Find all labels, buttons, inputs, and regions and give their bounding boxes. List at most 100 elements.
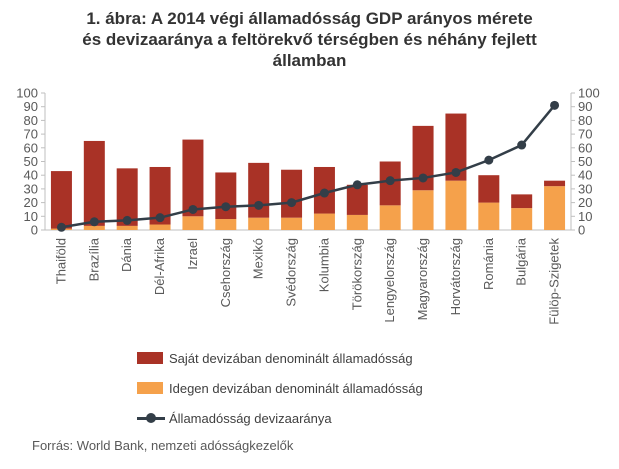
ratio-point <box>56 222 66 232</box>
ratio-point <box>352 180 362 190</box>
y-tick-label-left: 30 <box>24 181 38 196</box>
ratio-line <box>56 100 560 232</box>
bar-foreign <box>379 205 401 230</box>
y-tick-label-left: 60 <box>24 140 38 155</box>
y-tick-label-right: 10 <box>578 209 592 224</box>
legend-swatch-foreign <box>137 382 163 394</box>
chart-title-line-2: és devizaaránya a feltörekvő térségben é… <box>82 30 537 49</box>
ratio-point <box>484 155 494 165</box>
bar-domestic <box>346 184 368 215</box>
x-tick-label: Csehország <box>218 238 233 307</box>
y-tick-label-left: 80 <box>24 113 38 128</box>
ratio-point <box>451 167 461 177</box>
bar-domestic <box>281 169 303 218</box>
x-tick-label: Törökország <box>349 238 364 310</box>
x-tick-label: Bulgária <box>514 237 529 285</box>
bar-domestic <box>182 139 204 217</box>
ratio-point <box>155 213 165 223</box>
bar-foreign <box>83 225 105 230</box>
legend-item-ratio: Államadósság devizaaránya <box>137 403 423 433</box>
ratio-point <box>254 200 264 210</box>
ratio-point <box>122 215 132 225</box>
ratio-point <box>517 140 527 150</box>
bar-domestic <box>544 180 566 187</box>
y-tick-label-right: 100 <box>578 86 600 101</box>
bar-domestic <box>478 175 500 203</box>
y-tick-label-right: 40 <box>578 168 592 183</box>
legend-swatch-ratio <box>137 411 165 425</box>
ratio-point <box>287 198 297 208</box>
bar-foreign <box>149 224 171 230</box>
y-tick-label-right: 0 <box>578 223 585 238</box>
bar-foreign <box>215 219 237 230</box>
legend-item-foreign: Idegen devizában denominált államadósság <box>137 373 423 403</box>
y-tick-label-right: 60 <box>578 140 592 155</box>
bar-foreign <box>313 213 335 230</box>
x-tick-label: Románia <box>481 237 496 290</box>
y-tick-label-left: 50 <box>24 154 38 169</box>
y-tick-label-left: 20 <box>24 195 38 210</box>
x-tick-label: Svédország <box>284 238 299 307</box>
legend-label-domestic: Saját devizában denominált államadósság <box>169 350 413 366</box>
bar-foreign <box>182 216 204 230</box>
x-tick-label: Horvátország <box>448 238 463 315</box>
y-tick-label-right: 70 <box>578 127 592 142</box>
category-labels: Thaiföld Brazília Dánia Dél-Afrika Izrael Cse… <box>53 237 561 324</box>
bar-domestic <box>445 113 467 181</box>
bar-foreign <box>248 217 270 230</box>
y-tick-label-left: 100 <box>16 86 38 101</box>
chart-title-line-1: 1. ábra: A 2014 végi államadósság GDP ar… <box>86 9 533 28</box>
bar-domestic <box>50 171 72 229</box>
chart-title: 1. ábra: A 2014 végi államadósság GDP ar… <box>0 8 619 71</box>
bar-foreign <box>511 208 533 230</box>
legend-item-domestic: Saját devizában denominált államadósság <box>137 343 423 373</box>
y-tick-label-right: 80 <box>578 113 592 128</box>
ratio-point <box>221 202 231 212</box>
x-tick-label: Kolumbia <box>316 237 331 292</box>
y-tick-label-left: 40 <box>24 168 38 183</box>
x-tick-label: Brazília <box>86 237 101 281</box>
bar-domestic <box>83 140 105 226</box>
chart-title-line-3: államban <box>272 51 347 70</box>
x-tick-label: Lengyelország <box>382 238 397 323</box>
ratio-point <box>385 176 395 186</box>
ratio-point <box>319 188 329 198</box>
y-tick-label-right: 30 <box>578 181 592 196</box>
y-tick-label-left: 90 <box>24 99 38 114</box>
ratio-point <box>418 173 428 183</box>
bar-domestic <box>215 172 237 220</box>
bar-domestic <box>116 168 138 226</box>
x-tick-label: Dél-Afrika <box>152 237 167 295</box>
bar-domestic <box>412 125 434 191</box>
y-tick-label-left: 10 <box>24 209 38 224</box>
y-tick-label-left: 0 <box>31 223 38 238</box>
y-tick-label-right: 90 <box>578 99 592 114</box>
bar-foreign <box>412 190 434 230</box>
legend-label-foreign: Idegen devizában denominált államadósság <box>169 380 423 396</box>
y-tick-label-right: 50 <box>578 154 592 169</box>
x-tick-label: Magyarország <box>415 238 430 320</box>
bar-foreign <box>281 217 303 230</box>
source-note: Forrás: World Bank, nemzeti adósságkezel… <box>32 438 294 453</box>
bar-foreign <box>445 180 467 230</box>
legend-swatch-domestic <box>137 352 163 364</box>
bar-foreign <box>544 186 566 230</box>
legend-label-ratio: Államadósság devizaaránya <box>169 410 332 426</box>
bars <box>50 113 566 230</box>
bar-domestic <box>149 166 171 225</box>
x-tick-label: Izrael <box>185 238 200 270</box>
bar-foreign <box>346 214 368 230</box>
ratio-point <box>550 100 560 110</box>
x-tick-label: Fülöp-Szigetek <box>547 238 562 325</box>
ratio-line-path <box>61 104 556 229</box>
y-tick-label-left: 70 <box>24 127 38 142</box>
ratio-point <box>89 217 99 227</box>
x-tick-label: Mexikó <box>251 238 266 279</box>
ratio-point <box>188 204 198 214</box>
x-tick-label: Dánia <box>119 237 134 272</box>
x-tick-label: Thaiföld <box>53 238 68 284</box>
bar-foreign <box>116 225 138 230</box>
bar-foreign <box>478 202 500 230</box>
